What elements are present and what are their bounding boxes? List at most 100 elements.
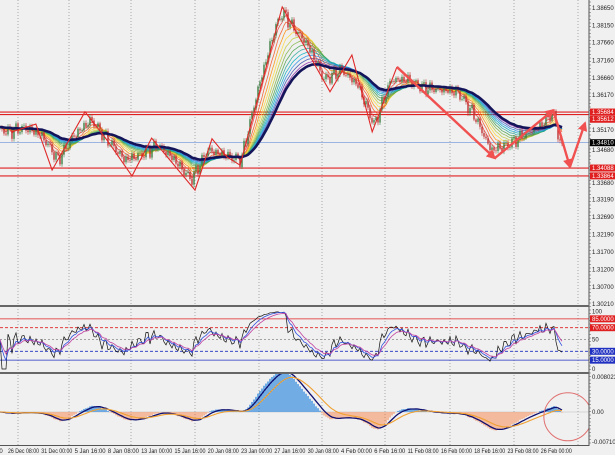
candle-body (291, 19, 293, 25)
macd-histogram-bar (203, 412, 205, 416)
candle-body (115, 146, 117, 153)
macd-histogram-bar (295, 381, 297, 412)
macd-histogram-bar (351, 412, 353, 419)
macd-histogram-bar (153, 412, 155, 414)
highlight-circle (543, 392, 589, 442)
macd-histogram-bar (125, 412, 127, 420)
price-axis-label: 1.38650 (592, 6, 614, 12)
candle-body (423, 82, 425, 84)
price-axis-label: 1.33680 (592, 181, 614, 187)
candle-body (379, 109, 381, 123)
candle-body (287, 12, 289, 28)
candle-body (7, 126, 9, 135)
level-tag-label: 70.0000 (592, 326, 614, 332)
macd-histogram-bar (511, 412, 513, 425)
candle-body (233, 159, 235, 161)
price-axis-label: 1.32190 (592, 233, 614, 239)
level-tag (590, 347, 615, 355)
macd-histogram-bar (273, 375, 275, 412)
macd-histogram-bar (113, 412, 115, 414)
time-axis-label: 4 Feb 00:00 (341, 449, 373, 455)
price-axis-label: 1.37160 (592, 58, 614, 64)
candle-body (479, 118, 481, 127)
price-axis-label: 1.38150 (592, 24, 614, 30)
candle-body (513, 136, 515, 139)
oscillator-axis-label: 0 (592, 367, 596, 373)
candle-body (497, 142, 499, 152)
macd-histogram-bar (289, 374, 291, 412)
oscillator-panel[interactable] (0, 311, 589, 370)
macd-histogram-bar (353, 412, 355, 419)
macd-histogram-bar (379, 412, 381, 429)
candle-body (321, 70, 323, 80)
macd-histogram-bar (285, 374, 287, 412)
macd-histogram-bar (331, 412, 333, 420)
candle-body (55, 152, 57, 160)
candle-body (311, 50, 313, 52)
macd-histogram-bar (337, 412, 339, 420)
macd-histogram-bar (375, 412, 377, 429)
candle-body (519, 130, 521, 140)
candle-body (33, 131, 35, 135)
macd-histogram-bar (297, 384, 299, 412)
candle-body (455, 86, 457, 96)
candle-body (59, 154, 61, 165)
candle-body (327, 74, 329, 78)
macd-histogram-bar (141, 412, 143, 419)
panel-frame (0, 0, 591, 446)
macd-histogram-bar (83, 408, 85, 412)
candle-body (545, 114, 547, 126)
candle-body (517, 139, 519, 147)
candle-body (61, 154, 63, 165)
macd-histogram-bar (559, 410, 561, 412)
macd-histogram-bar (309, 398, 311, 412)
candle-body (53, 152, 55, 160)
candle-body (285, 9, 287, 13)
macd-histogram-bar (393, 412, 395, 414)
candle-body (331, 72, 333, 84)
macd-histogram-bar (259, 390, 261, 412)
price-axis-label: 1.34680 (592, 148, 614, 154)
macd-histogram-bar (373, 412, 375, 429)
price-panel[interactable] (0, 5, 589, 192)
macd-histogram-bar (385, 412, 387, 423)
macd-histogram-bar (255, 396, 257, 412)
candle-body (57, 152, 59, 155)
candle-body (557, 124, 559, 140)
candle-body (309, 45, 311, 52)
macd-panel[interactable] (0, 371, 592, 442)
candle-body (269, 41, 271, 56)
candle-body (339, 65, 341, 75)
candle-body (129, 160, 131, 161)
candle-body (437, 87, 439, 89)
candle-body (15, 123, 17, 129)
candle-body (207, 150, 209, 157)
macd-histogram-bar (133, 412, 135, 420)
macd-histogram-bar (145, 412, 147, 418)
macd-histogram-bar (499, 412, 501, 430)
macd-histogram-bar (121, 412, 123, 419)
candle-body (5, 133, 7, 135)
macd-histogram-bar (397, 410, 399, 412)
macd-histogram-bar (155, 412, 157, 414)
macd-histogram-bar (387, 412, 389, 421)
candle-body (459, 91, 461, 100)
time-axis-label: 8 Jan 08:00 (108, 449, 140, 455)
price-tag (590, 172, 615, 180)
macd-histogram-bar (357, 412, 359, 420)
candle-body (155, 140, 157, 150)
macd-histogram-bar (223, 409, 225, 412)
candle-body (209, 147, 211, 151)
macd-histogram-bar (271, 376, 273, 412)
candle-body (91, 117, 93, 121)
macd-histogram-bar (491, 412, 493, 430)
candle-body (11, 128, 13, 139)
macd-histogram-bar (253, 399, 255, 412)
candle-body (37, 129, 39, 136)
macd-histogram-bar (363, 412, 365, 423)
macd-histogram-bar (209, 411, 211, 412)
candle-body (523, 138, 525, 139)
macd-histogram-bar (533, 412, 535, 414)
macd-histogram-bar (227, 409, 229, 412)
